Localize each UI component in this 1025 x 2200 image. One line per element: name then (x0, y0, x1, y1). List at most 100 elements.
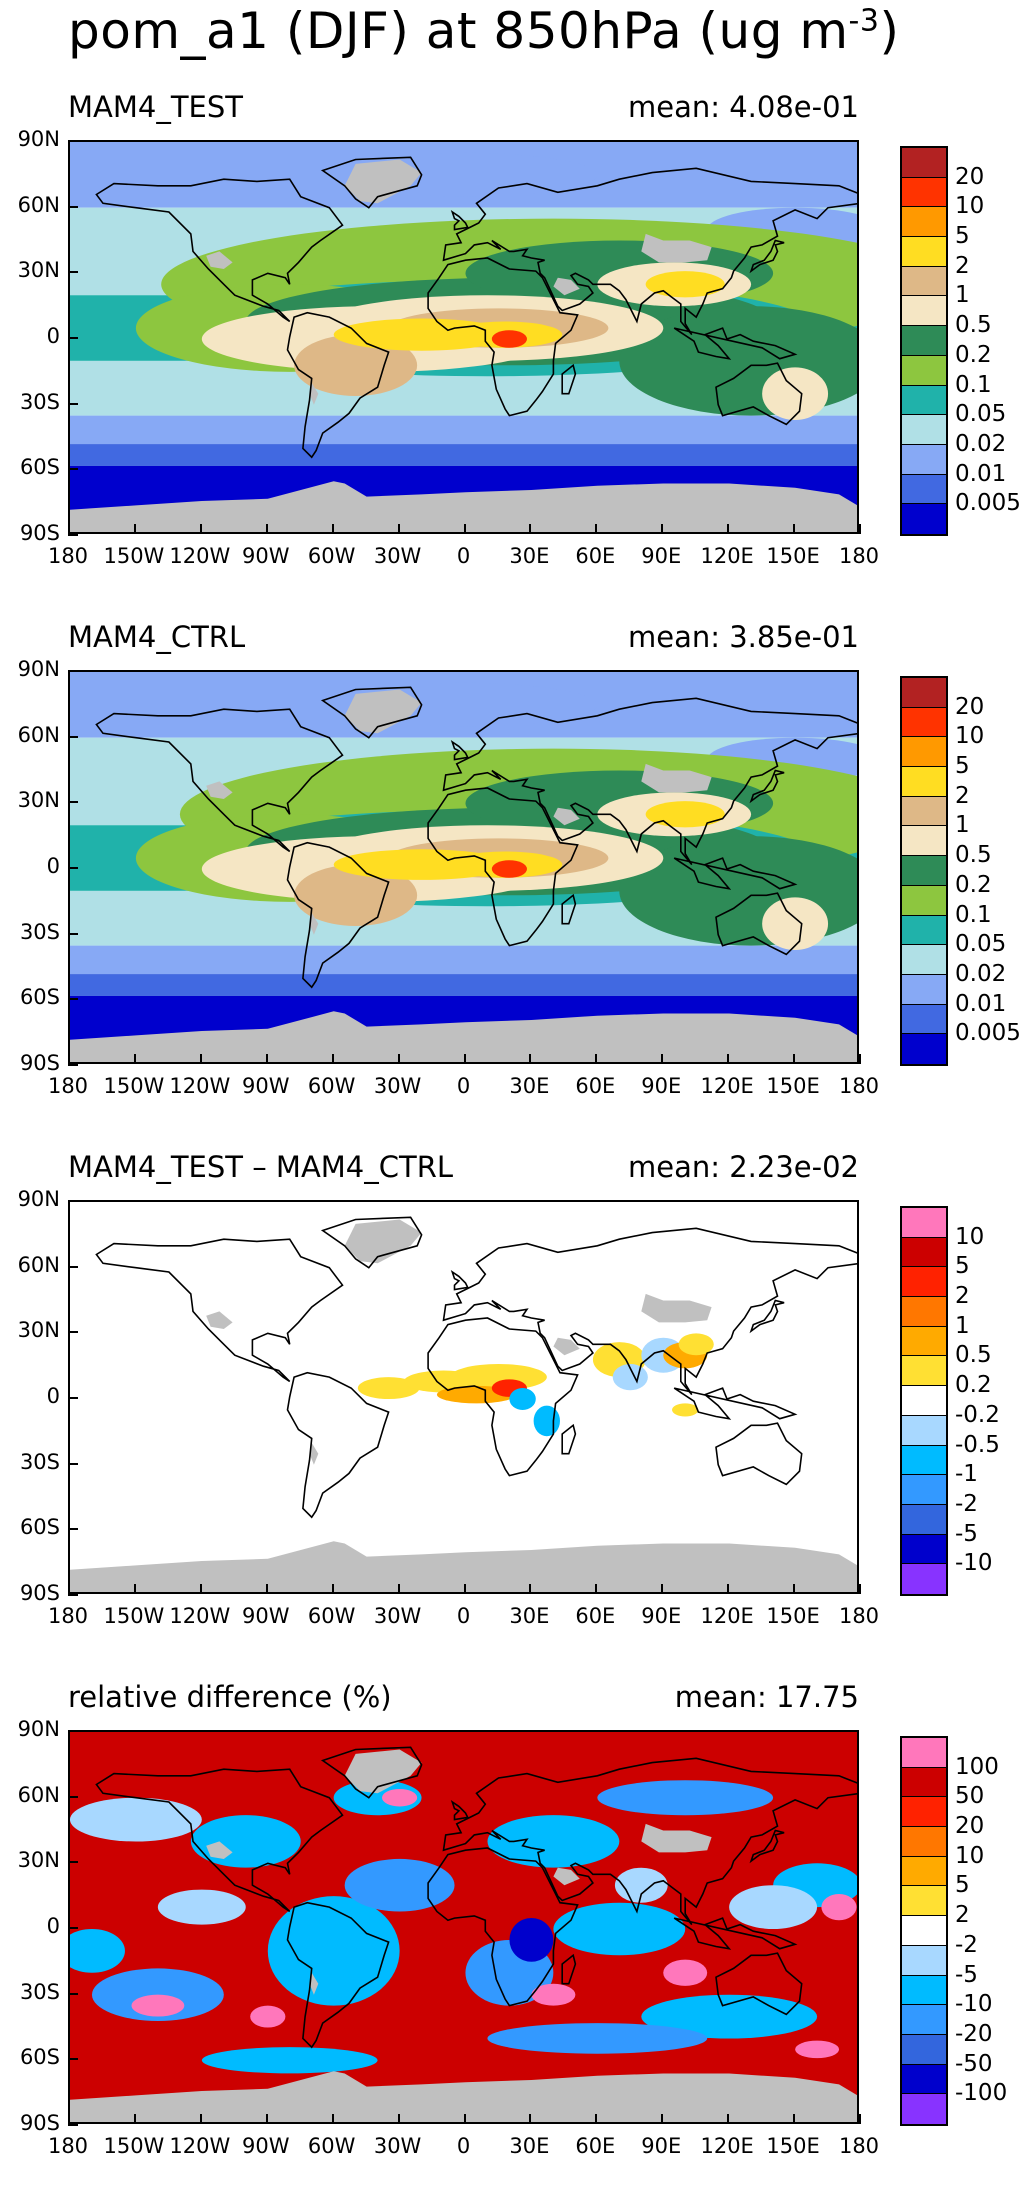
panel-title: MAM4_TEST (68, 90, 243, 124)
colorbar-swatch (902, 1856, 946, 1887)
lat-tick (68, 1397, 78, 1399)
colorbar-label: 0.2 (955, 341, 992, 368)
lon-tick (68, 524, 70, 534)
lat-tick-label: 0 (46, 854, 60, 878)
map-panel-3: MAM4_TEST – MAM4_CTRL mean: 2.23e-02 90N 60… (0, 1150, 1025, 1670)
map-panel-2: MAM4_CTRL mean: 3.85e-01 90N 60N 30N 0 30S 60S 9… (0, 620, 1025, 1140)
lon-tick (529, 524, 532, 534)
lat-tick (68, 1594, 78, 1596)
colorbar-label: 0.5 (955, 1342, 992, 1369)
lat-tick (68, 1331, 78, 1334)
lat-tick-label: 30N (17, 788, 60, 813)
colorbar-label: -5 (955, 1961, 978, 1988)
lat-tick-label: 0 (46, 1914, 60, 1938)
lon-tick (265, 1584, 268, 1594)
coastline (95, 686, 857, 989)
colorbar-swatch (902, 915, 946, 946)
lon-tick-label: 90W (242, 1074, 290, 1098)
panel-title: MAM4_TEST – MAM4_CTRL (68, 1150, 454, 1184)
colorbar-swatch (902, 237, 946, 267)
lon-tick (265, 524, 268, 534)
lon-tick (529, 1054, 532, 1064)
colorbar-label: 0.5 (955, 312, 992, 339)
colorbar-label: 5 (955, 223, 970, 250)
colorbar-swatch (902, 796, 946, 827)
lon-tick-label: 90E (641, 1604, 682, 1628)
lat-tick (68, 867, 78, 869)
lon-tick-label: 90E (641, 544, 682, 568)
lon-tick (397, 2114, 400, 2124)
colorbar-swatch (902, 1208, 946, 1238)
colorbar-label: 1 (955, 1312, 970, 1339)
colorbar-label: 1 (955, 282, 970, 309)
lon-tick-label: 30W (373, 1604, 422, 1628)
colorbar-label: -10 (955, 1550, 993, 1577)
lon-tick-label: 30W (373, 544, 422, 568)
lon-tick-label: 0 (456, 1604, 471, 1628)
colorbar-label: 2 (955, 782, 970, 809)
panel-mean: mean: 2.23e-02 (627, 1150, 859, 1184)
lon-tick-label: 30E (509, 544, 550, 568)
lat-tick (68, 402, 78, 405)
lon-tick (595, 524, 598, 534)
lat-tick-label: 60N (17, 192, 60, 217)
colorbar-label: 0.1 (955, 371, 992, 398)
lon-tick-label: 180 (47, 1604, 89, 1628)
lon-tick-label: 120W (169, 1604, 231, 1628)
colorbar-swatch (902, 2005, 946, 2035)
colorbar-swatch (902, 355, 946, 386)
colorbar-label: 0.2 (955, 871, 992, 898)
lon-tick-label: 150W (103, 1604, 165, 1628)
map-plot (68, 670, 859, 1064)
colorbar-swatch (902, 385, 946, 416)
lon-tick (265, 1054, 268, 1064)
lat-tick-label: 90N (17, 127, 60, 151)
lon-tick (793, 2114, 796, 2124)
lat-tick-label: 90S (19, 1581, 60, 1605)
colorbar (900, 676, 948, 1066)
colorbar-label: 1 (955, 812, 970, 839)
lat-tick-label: 60S (19, 1515, 60, 1540)
lat-tick-label: 0 (46, 324, 60, 348)
lon-tick (331, 1584, 334, 1594)
colorbar-swatch (902, 415, 946, 445)
colorbar-label: 5 (955, 1872, 970, 1899)
lon-tick (463, 1584, 466, 1594)
lon-tick (859, 1584, 861, 1594)
colorbar-label: 0.02 (955, 430, 1007, 457)
lat-tick (68, 801, 78, 804)
lon-tick-label: 150E (766, 1074, 820, 1098)
colorbar-swatch (902, 1297, 946, 1327)
colorbar-swatch (902, 1564, 946, 1594)
colorbar-label: 2 (955, 1283, 970, 1310)
lon-tick (199, 1584, 202, 1594)
lon-tick (68, 1584, 70, 1594)
lon-tick-label: 60W (307, 1074, 356, 1098)
lon-tick (529, 1584, 532, 1594)
lat-tick (68, 1200, 78, 1202)
lon-tick (265, 2114, 268, 2124)
colorbar-label: 10 (955, 1842, 985, 1869)
colorbar-label: 50 (955, 1783, 985, 1810)
lon-tick (463, 2114, 466, 2124)
colorbar-swatch (902, 326, 946, 356)
lon-tick (859, 524, 861, 534)
lon-tick-label: 30E (509, 1604, 550, 1628)
lat-tick-label: 60N (17, 722, 60, 747)
panel-mean: mean: 3.85e-01 (627, 620, 859, 654)
colorbar-label: -20 (955, 2020, 993, 2047)
lon-tick (529, 2114, 532, 2124)
coastline (95, 1216, 857, 1519)
lon-tick-label: 150E (766, 544, 820, 568)
lon-tick-label: 60W (307, 2134, 356, 2158)
colorbar-label: 10 (955, 193, 985, 220)
lat-tick (68, 140, 78, 142)
colorbar-swatch (902, 737, 946, 768)
lon-tick-label: 90E (641, 1074, 682, 1098)
lat-tick (68, 1528, 78, 1531)
colorbar-swatch (902, 1445, 946, 1476)
colorbar-swatch (902, 1356, 946, 1387)
lon-tick (331, 2114, 334, 2124)
lat-tick-label: 60N (17, 1252, 60, 1277)
colorbar-swatch (902, 1326, 946, 1357)
